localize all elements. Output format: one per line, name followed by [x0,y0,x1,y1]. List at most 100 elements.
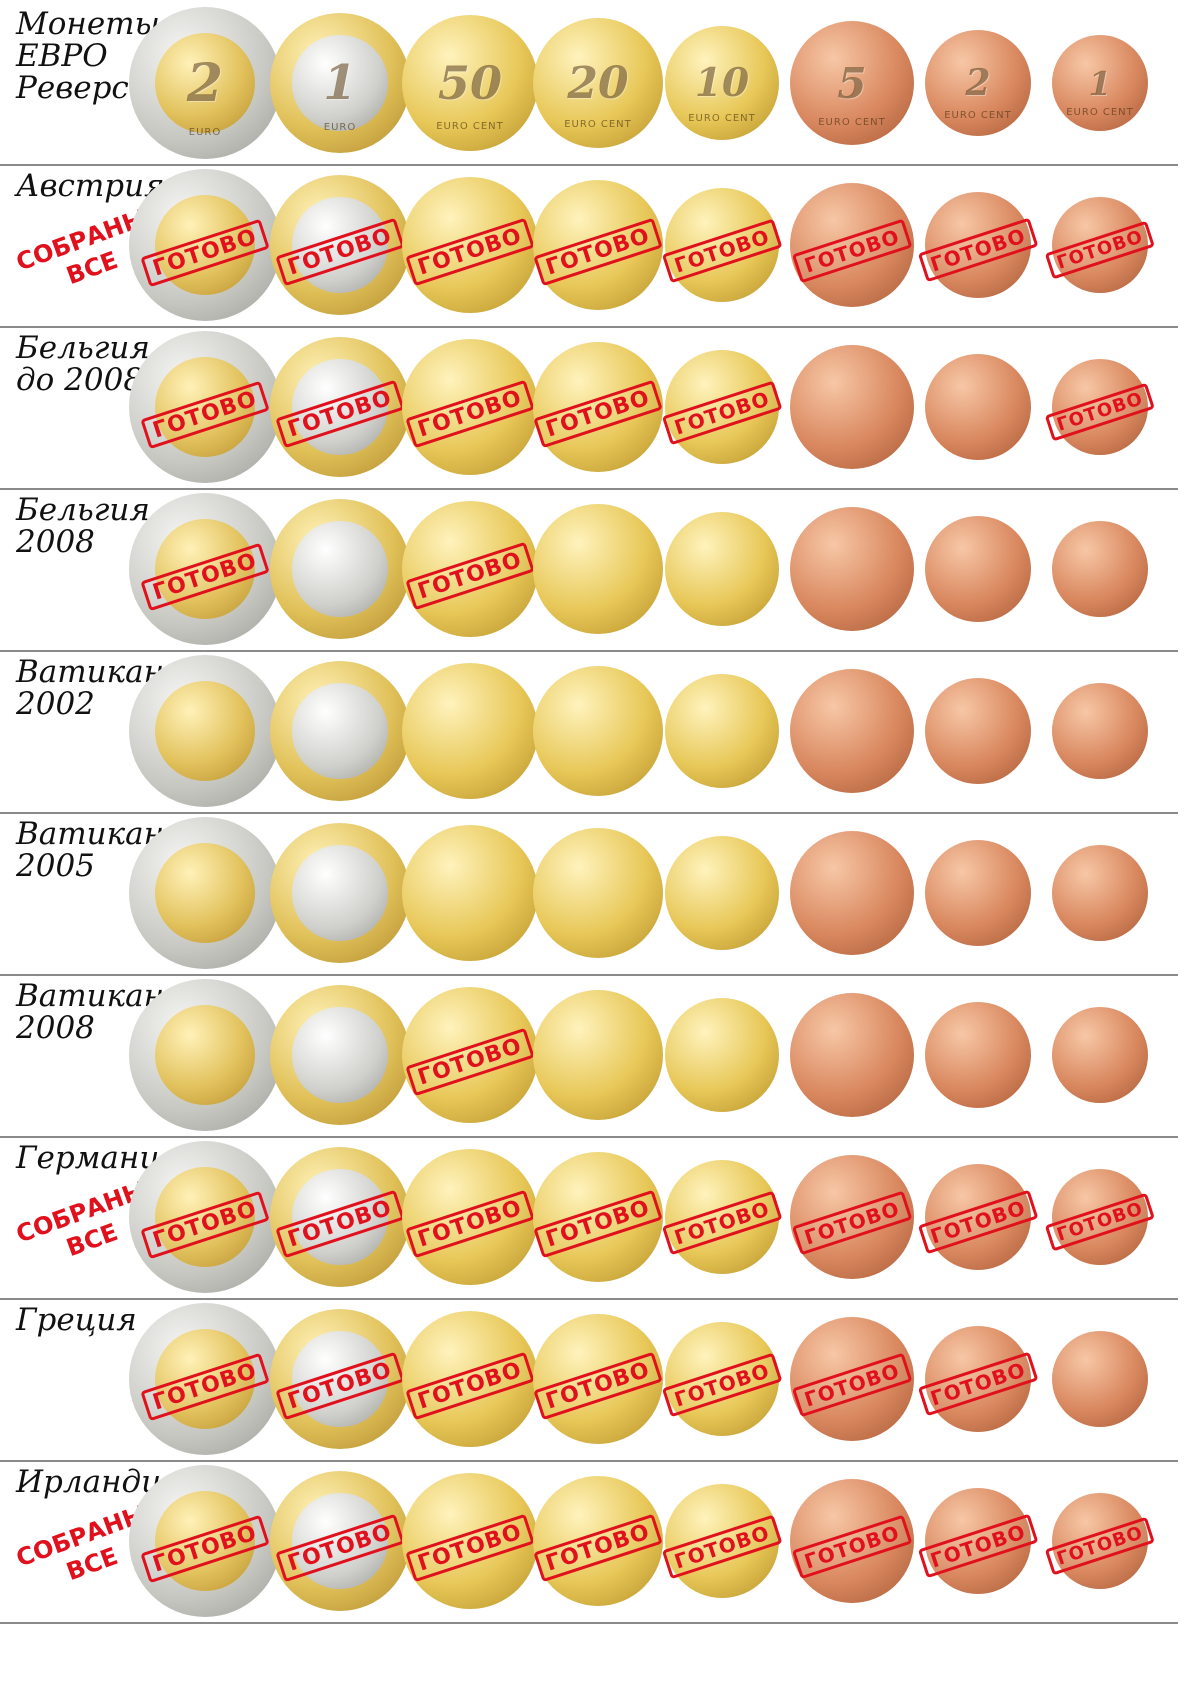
coin-50-cent: 50 EURO CENT [402,15,538,151]
country-row-greece: Греция ГОТОВО ГОТОВО ГОТОВО ГОТОВО ГОТОВО ГОТО… [0,1300,1190,1462]
country-row-vatican-2008: Ватикан 2008 ГОТОВО [0,976,1190,1138]
coin-2-euro [129,817,281,969]
country-row-vatican-2002: Ватикан 2002 [0,652,1190,814]
coin-2-cent [925,354,1031,460]
row-divider [0,488,1178,490]
coin-5-cent [790,993,914,1117]
coin-2-cent [925,678,1031,784]
coin-10-cent: ГОТОВО [661,1322,783,1436]
row-divider [0,164,1178,166]
coin-2-cent: ГОТОВО [917,1164,1039,1270]
coin-5-cent [790,669,914,793]
coin-2-euro: ГОТОВО [129,331,281,483]
row-label: Греция [16,1302,137,1338]
country-row-austria: Австрия СОБРАНЫ ВСЕ ГОТОВО ГОТОВО ГОТОВО ГОТО… [0,166,1190,328]
coin-1-cent [1052,683,1148,779]
coin-1-euro: ГОТОВО [270,1147,410,1287]
coin-1-cent: ГОТОВО [1044,359,1156,455]
coin-5-cent: ГОТОВО [790,1479,914,1603]
coin-5-cent: ГОТОВО [790,183,914,307]
coin-legend: EURO CENT [818,116,886,128]
country-row-euro-reverse: Монеты ЕВРО Реверс 2 EURO 1 EURO 50 EURO CENT 2… [0,4,1190,166]
coin-5-cent: ГОТОВО [790,1155,914,1279]
coin-legend: EURO CENT [1066,106,1134,118]
coin-10-cent [665,998,779,1112]
country-row-belgium-pre-2008: Бельгия до 2008 ГОТОВО ГОТОВО ГОТОВО ГОТОВО Г… [0,328,1190,490]
coin-1-cent: ГОТОВО [1044,197,1156,293]
row-label: Бельгия 2008 [16,492,150,560]
coin-1-cent [1052,1331,1148,1427]
coin-1-cent [1052,845,1148,941]
row-label: Ватикан 2008 [16,978,165,1046]
coin-2-cent: ГОТОВО [917,192,1039,298]
row-divider [0,650,1178,652]
coin-10-cent: ГОТОВО [661,1160,783,1274]
coin-50-cent: ГОТОВО [402,1311,538,1447]
coin-1-euro: ГОТОВО [270,337,410,477]
coin-20-cent: ГОТОВО [533,1476,663,1606]
coin-10-cent: 10 EURO CENT [665,26,779,140]
coin-1-euro [270,985,410,1125]
coin-2-euro: ГОТОВО [129,1465,281,1617]
coin-denomination: 20 [567,57,629,109]
row-divider [0,1136,1178,1138]
coin-denomination: 1 [1088,63,1112,103]
coin-legend: EURO CENT [688,113,756,125]
coin-1-cent: ГОТОВО [1044,1169,1156,1265]
coin-10-cent [665,836,779,950]
coin-20-cent [533,666,663,796]
coin-10-cent: ГОТОВО [661,350,783,464]
coin-denomination: 2 [186,52,224,114]
coin-1-euro: ГОТОВО [270,1471,410,1611]
coin-legend: EURO [188,126,222,138]
row-label: Бельгия до 2008 [16,330,150,398]
country-row-belgium-2008: Бельгия 2008 ГОТОВО ГОТОВО [0,490,1190,652]
row-divider [0,326,1178,328]
coin-legend: EURO CENT [436,120,504,132]
coin-20-cent: ГОТОВО [533,342,663,472]
row-divider [0,974,1178,976]
coin-denomination: 1 [323,55,357,111]
coin-1-cent: 1 EURO CENT [1052,35,1148,131]
coin-1-euro: 1 EURO [270,13,410,153]
row-divider [0,1622,1178,1624]
coin-legend: EURO CENT [944,110,1012,122]
coin-5-cent [790,507,914,631]
coin-1-euro: ГОТОВО [270,1309,410,1449]
coin-20-cent [533,504,663,634]
coin-2-euro: ГОТОВО [129,493,281,645]
coin-20-cent [533,990,663,1120]
coin-1-euro [270,823,410,963]
coin-2-euro: ГОТОВО [129,169,281,321]
country-row-germany: Германия СОБРАНЫ ВСЕ ГОТОВО ГОТОВО ГОТОВО ГОТ… [0,1138,1190,1300]
coin-20-cent: ГОТОВО [533,1314,663,1444]
coin-2-euro: ГОТОВО [129,1141,281,1293]
coin-legend: EURO CENT [564,118,632,130]
coin-10-cent [665,674,779,788]
coin-2-cent [925,516,1031,622]
coin-10-cent: ГОТОВО [661,188,783,302]
row-label: Ватикан 2002 [16,654,165,722]
row-label: Монеты ЕВРО Реверс [16,6,160,106]
coin-2-cent [925,1002,1031,1108]
coin-1-euro [270,499,410,639]
coin-50-cent: ГОТОВО [402,987,538,1123]
coin-legend: EURO [323,122,357,134]
coin-1-cent [1052,521,1148,617]
row-label: Ватикан 2005 [16,816,165,884]
coin-5-cent: 5 EURO CENT [790,21,914,145]
row-divider [0,812,1178,814]
coin-20-cent [533,828,663,958]
coin-10-cent: ГОТОВО [661,1484,783,1598]
coin-50-cent [402,663,538,799]
coin-5-cent: ГОТОВО [790,1317,914,1441]
coin-5-cent [790,345,914,469]
coin-2-euro [129,655,281,807]
coin-1-euro: ГОТОВО [270,175,410,315]
coin-1-cent [1052,1007,1148,1103]
coin-denomination: 2 [965,62,991,104]
row-divider [0,1298,1178,1300]
coin-5-cent [790,831,914,955]
row-label: Австрия [16,168,165,204]
